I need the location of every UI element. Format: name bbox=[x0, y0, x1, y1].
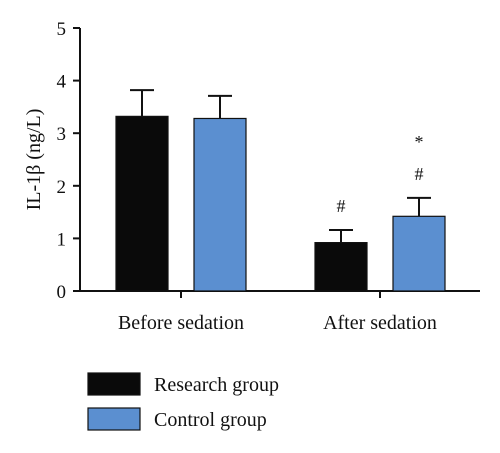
x-tick-label: Before sedation bbox=[118, 312, 244, 334]
y-tick-label: 2 bbox=[57, 177, 67, 198]
bars bbox=[115, 115, 446, 292]
y-axis-label: IL-1β (ng/L) bbox=[23, 109, 45, 211]
axis-labels: 0 1 2 3 4 5 Before sedation After sedation IL-1β… bbox=[23, 19, 437, 334]
bar bbox=[314, 242, 368, 292]
x-tick-label: After sedation bbox=[323, 312, 437, 334]
y-tick-label: 5 bbox=[57, 19, 67, 40]
error-bars bbox=[130, 89, 431, 243]
legend: Research group Control group bbox=[87, 372, 279, 431]
bar bbox=[193, 117, 247, 292]
legend-label: Control group bbox=[154, 409, 267, 431]
y-tick-label: 3 bbox=[57, 124, 67, 145]
legend-swatch bbox=[87, 372, 141, 396]
significance-asterisk: * bbox=[415, 132, 424, 152]
bar bbox=[392, 215, 446, 292]
legend-label: Research group bbox=[154, 374, 279, 396]
y-tick-label: 1 bbox=[57, 229, 67, 250]
legend-swatch bbox=[87, 407, 141, 431]
significance-annotations: # # * bbox=[337, 132, 424, 216]
bar bbox=[115, 115, 169, 292]
significance-hash: # bbox=[415, 164, 424, 184]
y-tick-label: 4 bbox=[57, 72, 67, 93]
y-tick-label: 0 bbox=[57, 282, 67, 303]
significance-hash: # bbox=[337, 196, 346, 216]
